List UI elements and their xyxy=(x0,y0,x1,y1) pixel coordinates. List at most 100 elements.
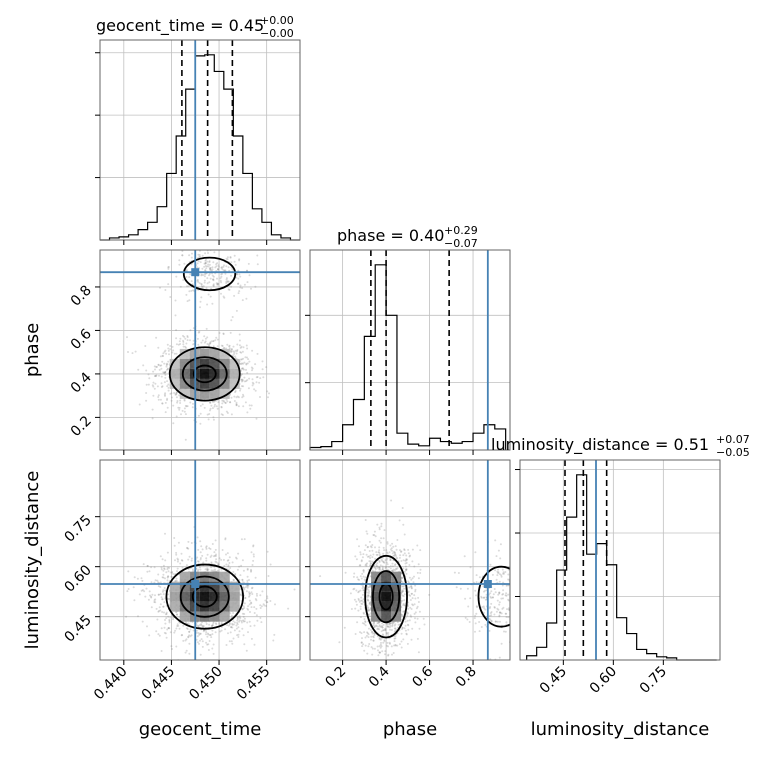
joint-luminosity-distance-vs-geocent-time-scatter-point xyxy=(198,566,201,569)
joint-phase-vs-geocent-time-density-cell xyxy=(209,368,220,379)
joint-luminosity-distance-vs-phase-scatter-point xyxy=(404,559,407,562)
joint-phase-vs-geocent-time-scatter-point xyxy=(201,339,204,342)
joint-luminosity-distance-vs-phase-scatter-point xyxy=(394,553,397,556)
joint-phase-vs-geocent-time-scatter-point xyxy=(220,266,223,269)
joint-luminosity-distance-vs-phase-scatter-point xyxy=(378,551,381,554)
joint-phase-vs-geocent-time-scatter-point xyxy=(248,274,251,277)
joint-luminosity-distance-vs-geocent-time-density-cell xyxy=(199,591,210,602)
joint-phase-vs-geocent-time-scatter-point xyxy=(216,407,219,410)
joint-luminosity-distance-vs-geocent-time-scatter-point xyxy=(242,619,245,622)
joint-luminosity-distance-vs-phase-scatter-point xyxy=(475,581,478,584)
joint-phase-vs-geocent-time-scatter-point xyxy=(166,385,169,388)
joint-luminosity-distance-vs-phase-scatter-point xyxy=(410,638,413,641)
joint-luminosity-distance-vs-geocent-time-scatter-point xyxy=(141,589,144,591)
joint-phase-vs-geocent-time-scatter-point xyxy=(242,405,245,408)
joint-luminosity-distance-vs-geocent-time-scatter-point xyxy=(230,626,233,629)
joint-luminosity-distance-vs-phase-scatter-point xyxy=(354,607,357,610)
joint-luminosity-distance-vs-phase-scatter-point xyxy=(353,587,356,590)
joint-luminosity-distance-vs-geocent-time-scatter-point xyxy=(187,540,190,543)
joint-luminosity-distance-vs-geocent-time-scatter-point xyxy=(227,624,230,627)
joint-luminosity-distance-vs-phase-scatter-point xyxy=(502,572,504,575)
joint-phase-vs-geocent-time-scatter-point xyxy=(251,369,253,372)
joint-luminosity-distance-vs-phase-scatter-point xyxy=(362,598,365,601)
joint-phase-vs-geocent-time-scatter-point xyxy=(167,267,170,270)
joint-luminosity-distance-vs-phase-scatter-point xyxy=(400,646,403,649)
joint-luminosity-distance-vs-geocent-time-scatter-point xyxy=(235,624,238,627)
joint-luminosity-distance-vs-geocent-time-density-cell xyxy=(229,601,240,612)
joint-luminosity-distance-vs-geocent-time-scatter-point xyxy=(246,581,249,584)
joint-luminosity-distance-vs-phase-scatter-point xyxy=(393,554,396,557)
joint-luminosity-distance-vs-phase-scatter-point xyxy=(521,627,523,629)
joint-luminosity-distance-vs-phase-scatter-point xyxy=(386,568,389,571)
joint-luminosity-distance-vs-phase-scatter-point xyxy=(497,571,500,574)
joint-luminosity-distance-vs-phase-scatter-point xyxy=(410,585,413,588)
joint-luminosity-distance-vs-phase-scatter-point xyxy=(359,564,362,567)
joint-luminosity-distance-vs-phase-scatter-point xyxy=(411,592,413,595)
joint-phase-vs-geocent-time-scatter-point xyxy=(169,348,172,351)
joint-luminosity-distance-vs-phase-scatter-point xyxy=(382,561,385,564)
joint-luminosity-distance-vs-phase-scatter-point xyxy=(501,607,504,610)
joint-luminosity-distance-vs-phase-scatter-point xyxy=(378,528,381,531)
joint-luminosity-distance-vs-geocent-time-scatter-point xyxy=(206,569,209,571)
joint-luminosity-distance-vs-geocent-time-scatter-point xyxy=(214,631,217,634)
joint-phase-vs-geocent-time-scatter-point xyxy=(160,386,163,388)
joint-luminosity-distance-vs-phase-scatter-point xyxy=(359,589,362,592)
joint-luminosity-distance-vs-geocent-time-scatter-point xyxy=(237,552,240,555)
joint-luminosity-distance-vs-phase-scatter-point xyxy=(395,568,398,571)
joint-luminosity-distance-vs-phase-scatter-point xyxy=(393,637,396,640)
joint-luminosity-distance-vs-phase-scatter-point xyxy=(369,564,372,567)
joint-luminosity-distance-vs-geocent-time-scatter-point xyxy=(204,629,207,632)
joint-luminosity-distance-vs-phase-scatter-point xyxy=(507,598,510,601)
joint-luminosity-distance-vs-geocent-time-scatter-point xyxy=(226,552,229,555)
joint-luminosity-distance-vs-phase-scatter-point xyxy=(536,602,538,604)
joint-phase-vs-geocent-time-scatter-point xyxy=(203,265,206,268)
joint-luminosity-distance-vs-phase-scatter-point xyxy=(499,543,502,546)
joint-luminosity-distance-vs-phase-scatter-point xyxy=(407,591,410,594)
joint-phase-vs-geocent-time-scatter-point xyxy=(157,398,160,401)
joint-luminosity-distance-vs-phase-scatter-point xyxy=(393,640,396,643)
joint-luminosity-distance-vs-phase-scatter-point xyxy=(408,586,411,589)
joint-luminosity-distance-vs-phase-scatter-point xyxy=(381,622,383,625)
joint-luminosity-distance-vs-geocent-time-scatter-point xyxy=(148,570,151,573)
joint-phase-vs-geocent-time-scatter-point xyxy=(175,352,178,355)
joint-luminosity-distance-vs-geocent-time-scatter-point xyxy=(153,581,156,584)
joint-luminosity-distance-vs-phase-scatter-point xyxy=(385,565,388,568)
joint-phase-vs-geocent-time-scatter-point xyxy=(179,402,182,404)
joint-luminosity-distance-vs-phase-scatter-point xyxy=(403,548,406,551)
joint-luminosity-distance-vs-phase-scatter-point xyxy=(492,593,495,596)
joint-luminosity-distance-vs-phase-scatter-point xyxy=(412,604,415,607)
joint-phase-vs-geocent-time-scatter-point xyxy=(235,401,238,404)
joint-luminosity-distance-vs-geocent-time-scatter-point xyxy=(205,633,207,636)
joint-luminosity-distance-vs-phase-scatter-point xyxy=(391,623,394,626)
joint-luminosity-distance-vs-phase-scatter-point xyxy=(380,537,383,540)
joint-luminosity-distance-vs-phase-scatter-point xyxy=(372,534,375,536)
joint-luminosity-distance-vs-phase-scatter-point xyxy=(355,603,358,606)
joint-luminosity-distance-vs-geocent-time-scatter-point xyxy=(186,546,188,549)
joint-luminosity-distance-vs-phase-scatter-point xyxy=(386,625,389,628)
joint-luminosity-distance-vs-geocent-time-scatter-point xyxy=(144,595,147,598)
joint-luminosity-distance-vs-phase-scatter-point xyxy=(412,581,415,584)
joint-luminosity-distance-vs-phase-scatter-point xyxy=(401,576,404,579)
xlabel-phase: phase xyxy=(383,719,437,740)
joint-phase-vs-geocent-time-scatter-point xyxy=(220,292,222,295)
joint-luminosity-distance-vs-phase-density-cell xyxy=(391,601,402,612)
joint-luminosity-distance-vs-phase-scatter-point xyxy=(517,642,519,644)
joint-phase-vs-geocent-time-scatter-point xyxy=(200,285,203,288)
joint-luminosity-distance-vs-geocent-time-scatter-point xyxy=(207,633,210,636)
joint-phase-vs-geocent-time-scatter-point xyxy=(155,336,158,339)
joint-phase-vs-geocent-time-scatter-point xyxy=(209,295,212,298)
joint-phase-vs-geocent-time-scatter-point xyxy=(246,269,248,272)
joint-phase-vs-geocent-time-scatter-point xyxy=(165,364,168,366)
joint-luminosity-distance-vs-geocent-time-scatter-point xyxy=(231,642,234,645)
joint-phase-vs-geocent-time-scatter-point xyxy=(222,269,225,272)
joint-luminosity-distance-vs-geocent-time-scatter-point xyxy=(214,568,216,571)
joint-luminosity-distance-vs-geocent-time-scatter-point xyxy=(164,532,166,535)
joint-phase-vs-geocent-time-scatter-point xyxy=(164,392,167,395)
joint-luminosity-distance-vs-phase-scatter-point xyxy=(517,631,519,633)
joint-luminosity-distance-vs-geocent-time-scatter-point xyxy=(161,576,164,579)
joint-luminosity-distance-vs-geocent-time-scatter-point xyxy=(210,566,213,569)
joint-luminosity-distance-vs-phase-scatter-point xyxy=(373,632,375,635)
joint-luminosity-distance-vs-phase-scatter-point xyxy=(390,645,393,648)
joint-luminosity-distance-vs-phase-scatter-point xyxy=(474,622,477,625)
joint-phase-vs-geocent-time-scatter-point xyxy=(184,337,187,340)
